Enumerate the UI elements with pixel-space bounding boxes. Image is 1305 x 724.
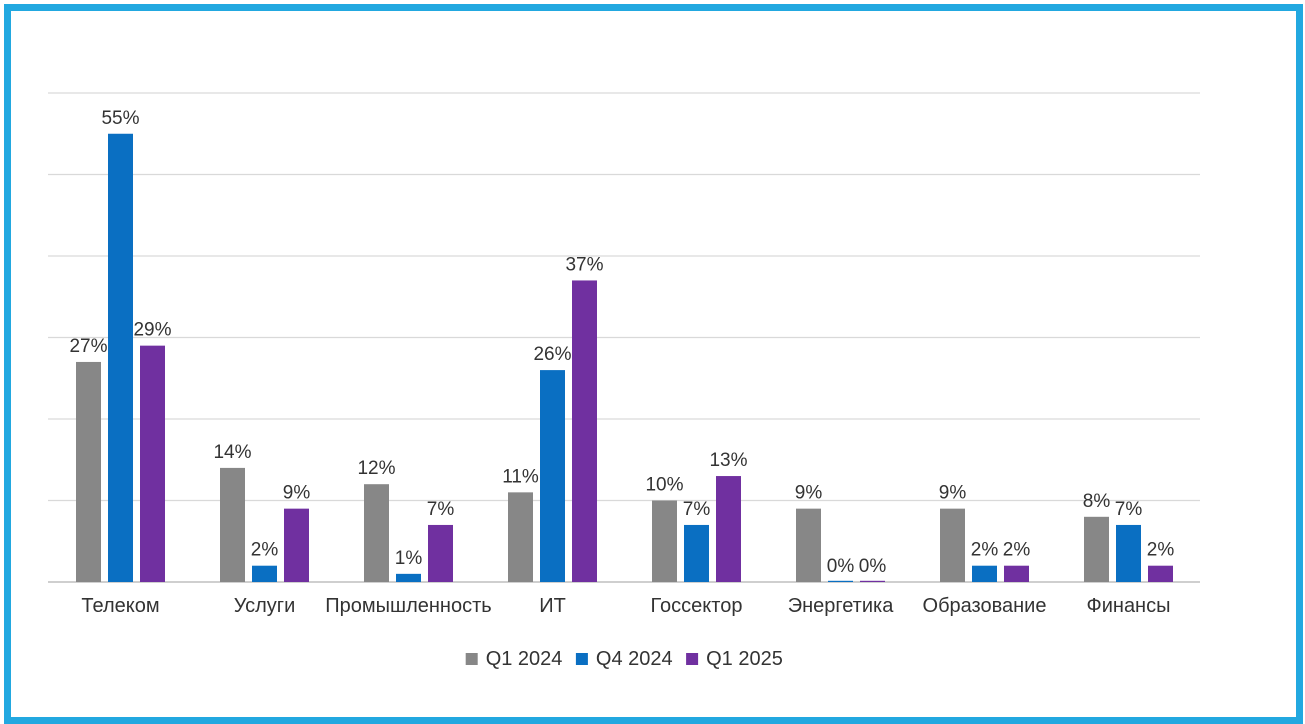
data-label: 2% — [251, 540, 279, 561]
data-label: 14% — [213, 442, 251, 463]
bar — [572, 280, 597, 582]
data-label: 37% — [565, 254, 603, 275]
x-tick-label: Финансы — [1087, 595, 1171, 617]
data-label: 27% — [69, 336, 107, 357]
data-label: 13% — [709, 450, 747, 471]
data-label: 29% — [133, 320, 171, 341]
x-tick-label: Промышленность — [325, 595, 491, 617]
chart-frame — [4, 4, 1303, 724]
data-label: 7% — [683, 499, 711, 520]
x-tick-label: ИТ — [539, 595, 566, 617]
legend: Q1 2024 Q4 2024 Q1 2025 — [465, 648, 783, 670]
bar — [108, 133, 133, 582]
data-label: 2% — [1003, 540, 1031, 561]
bar — [684, 524, 709, 582]
data-label: 2% — [1147, 540, 1175, 561]
x-tick-label: Образование — [923, 595, 1047, 617]
legend-item: Q1 2024 — [465, 648, 563, 670]
x-tick-label: Госсектор — [651, 595, 743, 617]
data-label: 9% — [939, 483, 967, 504]
bar — [540, 370, 565, 582]
bars — [76, 133, 1173, 582]
bar — [972, 565, 997, 582]
data-label: 7% — [1115, 499, 1143, 520]
legend-swatch — [686, 653, 699, 665]
bar — [396, 573, 421, 582]
data-label: 26% — [533, 344, 571, 365]
bar — [1148, 565, 1173, 582]
data-label: 55% — [101, 108, 139, 129]
x-tick-label: Услуги — [234, 595, 296, 617]
bar — [652, 500, 677, 582]
data-label: 10% — [645, 475, 683, 496]
x-axis-labels: Телеком Услуги Промышленность ИТ Госсектор Эн… — [81, 595, 1170, 617]
x-tick-label: Энергетика — [788, 595, 895, 617]
data-label: 7% — [427, 499, 455, 520]
legend-swatch — [465, 653, 478, 665]
bar — [428, 524, 453, 582]
legend-item: Q1 2025 — [686, 648, 783, 670]
bar — [860, 580, 885, 582]
data-labels: 27%55%29%14%2%9%12%1%7%11%26%37%10%7%13%… — [69, 108, 1174, 577]
bar — [1084, 516, 1109, 582]
data-label: 9% — [283, 483, 311, 504]
bar — [940, 508, 965, 582]
legend-label: Q1 2025 — [706, 648, 783, 670]
bar — [796, 508, 821, 582]
legend-swatch — [575, 653, 588, 665]
bar — [252, 565, 277, 582]
data-label: 9% — [795, 483, 823, 504]
bar — [284, 508, 309, 582]
data-label: 11% — [502, 466, 539, 487]
bar — [828, 580, 853, 582]
data-label: 2% — [971, 540, 999, 561]
bar — [140, 345, 165, 582]
data-label: 8% — [1083, 491, 1111, 512]
legend-label: Q4 2024 — [596, 648, 673, 670]
bar — [364, 484, 389, 582]
data-label: 12% — [357, 458, 395, 479]
bar — [1004, 565, 1029, 582]
bar — [716, 476, 741, 582]
data-label: 0% — [827, 556, 855, 577]
x-tick-label: Телеком — [81, 595, 159, 617]
data-label: 1% — [395, 548, 423, 569]
bar — [220, 467, 245, 582]
bar — [1116, 524, 1141, 582]
legend-label: Q1 2024 — [486, 648, 563, 670]
data-label: 0% — [859, 556, 887, 577]
legend-item: Q4 2024 — [575, 648, 673, 670]
bar — [76, 361, 101, 582]
bar — [508, 492, 533, 582]
